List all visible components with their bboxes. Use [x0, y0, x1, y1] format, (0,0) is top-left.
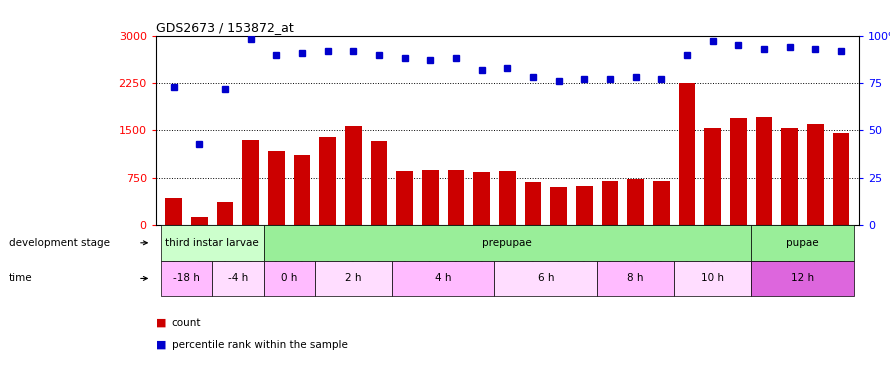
- Text: third instar larvae: third instar larvae: [166, 238, 259, 248]
- Bar: [294, 155, 311, 225]
- Bar: [756, 117, 773, 225]
- Bar: [216, 202, 233, 225]
- Bar: [678, 83, 695, 225]
- Bar: [448, 170, 465, 225]
- Bar: [396, 171, 413, 225]
- Text: -18 h: -18 h: [174, 273, 200, 284]
- Bar: [550, 187, 567, 225]
- Text: ■: ■: [156, 340, 166, 350]
- Text: 8 h: 8 h: [627, 273, 643, 284]
- Bar: [832, 134, 849, 225]
- Bar: [576, 186, 593, 225]
- Text: GDS2673 / 153872_at: GDS2673 / 153872_at: [156, 21, 294, 34]
- Bar: [807, 124, 823, 225]
- Bar: [268, 150, 285, 225]
- Text: 10 h: 10 h: [701, 273, 724, 284]
- Bar: [345, 126, 361, 225]
- Bar: [242, 140, 259, 225]
- Text: 2 h: 2 h: [345, 273, 361, 284]
- Bar: [524, 182, 541, 225]
- Bar: [499, 171, 515, 225]
- Bar: [781, 128, 798, 225]
- Bar: [602, 182, 619, 225]
- Bar: [473, 172, 490, 225]
- Text: time: time: [9, 273, 33, 284]
- Bar: [320, 137, 336, 225]
- Bar: [704, 128, 721, 225]
- Bar: [422, 170, 439, 225]
- Bar: [370, 141, 387, 225]
- Text: percentile rank within the sample: percentile rank within the sample: [172, 340, 348, 350]
- Text: pupae: pupae: [786, 238, 819, 248]
- Bar: [653, 182, 669, 225]
- Text: prepupae: prepupae: [482, 238, 532, 248]
- Bar: [730, 118, 747, 225]
- Text: 6 h: 6 h: [538, 273, 554, 284]
- Text: count: count: [172, 318, 201, 327]
- Text: 4 h: 4 h: [435, 273, 451, 284]
- Text: 0 h: 0 h: [281, 273, 297, 284]
- Bar: [166, 198, 182, 225]
- Text: 12 h: 12 h: [791, 273, 814, 284]
- Text: development stage: development stage: [9, 238, 109, 248]
- Bar: [627, 179, 644, 225]
- Text: ■: ■: [156, 318, 166, 327]
- Bar: [191, 217, 207, 225]
- Text: -4 h: -4 h: [228, 273, 248, 284]
